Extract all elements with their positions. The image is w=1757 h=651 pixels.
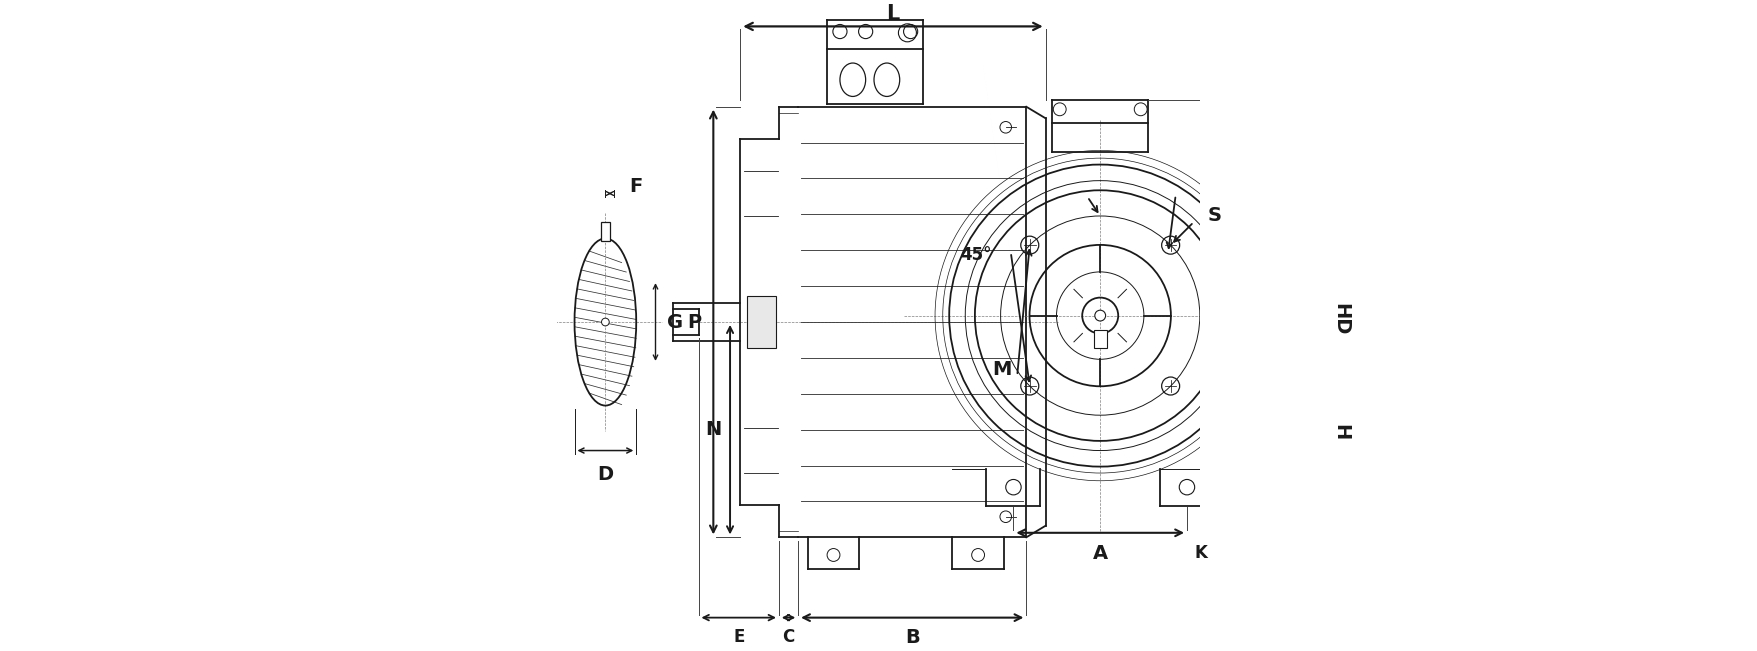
Text: HD: HD (1332, 303, 1351, 335)
Circle shape (1005, 480, 1021, 495)
Text: H: H (1332, 424, 1351, 440)
Text: G: G (668, 312, 683, 331)
Text: S: S (1209, 206, 1221, 225)
Bar (1095, 330, 1107, 348)
Text: C: C (782, 628, 794, 646)
Text: K: K (1195, 544, 1207, 562)
Text: D: D (597, 465, 613, 484)
Text: P: P (687, 312, 701, 331)
FancyBboxPatch shape (747, 296, 775, 348)
Circle shape (1095, 310, 1105, 321)
Text: B: B (905, 628, 919, 647)
Text: 45°: 45° (959, 246, 991, 264)
Text: E: E (733, 628, 745, 646)
Circle shape (972, 549, 984, 561)
Text: M: M (993, 359, 1012, 379)
Text: F: F (629, 178, 643, 197)
Bar (601, 223, 610, 241)
Text: A: A (1093, 544, 1107, 563)
Text: N: N (705, 420, 720, 439)
Circle shape (601, 318, 610, 326)
Text: L: L (886, 3, 900, 23)
Circle shape (1179, 480, 1195, 495)
Circle shape (828, 549, 840, 561)
